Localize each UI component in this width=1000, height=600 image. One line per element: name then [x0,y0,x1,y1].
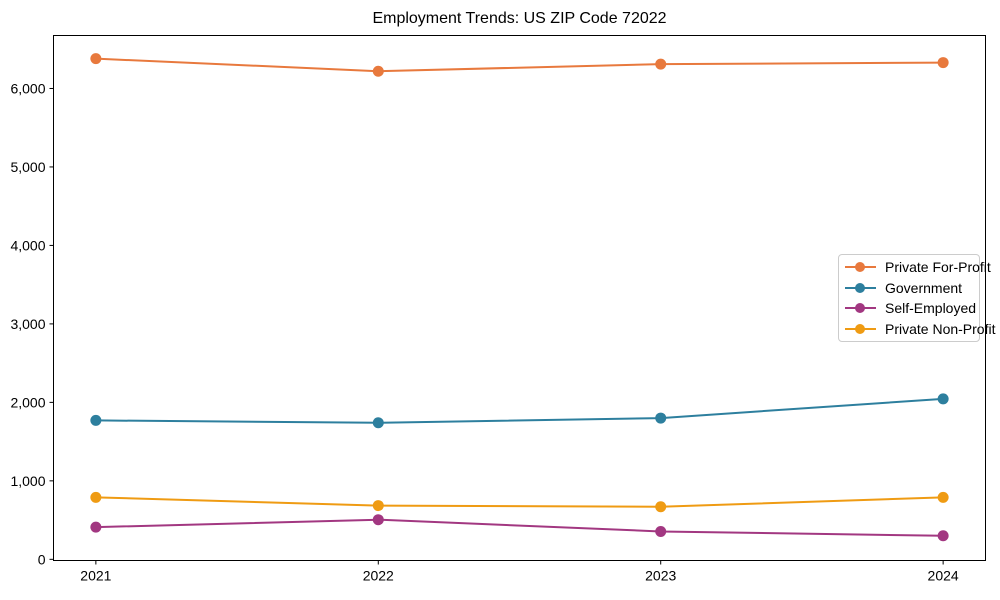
data-point-self-employed-2024 [937,530,949,542]
y-tick-label: 5,000 [10,159,45,175]
data-point-private-for-profit-2021 [90,53,102,65]
legend: Private For-Profit Government Self-Employe… [838,254,995,342]
y-tick-label: 0 [38,551,46,567]
x-tick-label: 2021 [80,568,111,584]
series-line-private-non-profit [95,496,944,508]
legend-marker-icon [845,261,876,273]
data-point-government-2021 [90,414,102,426]
legend-marker-icon [845,323,876,335]
data-point-government-2023 [655,412,667,424]
data-point-private-for-profit-2024 [937,57,949,69]
legend-marker-icon [845,302,876,314]
legend-item-private-non-profit: Private Non-Profit [845,319,995,339]
plot-border [53,35,986,561]
data-point-government-2024 [937,393,949,405]
x-tick-label: 2023 [645,568,676,584]
chart-title: Employment Trends: US ZIP Code 72022 [372,10,667,27]
legend-item-self-employed: Self-Employed [845,298,979,318]
data-point-private-for-profit-2022 [372,65,384,77]
data-point-self-employed-2023 [655,525,667,537]
data-point-private-non-profit-2022 [372,500,384,512]
legend-dot-icon [855,323,865,334]
y-tick-label: 4,000 [10,237,45,253]
data-point-private-for-profit-2023 [655,58,667,70]
y-tick-label: 3,000 [10,316,45,332]
legend-label: Private For-Profit [885,259,991,276]
data-point-private-non-profit-2024 [937,491,949,503]
x-tick-label: 2024 [928,568,959,584]
legend-dot-icon [855,262,865,273]
data-point-private-non-profit-2021 [90,491,102,503]
y-tick-label: 2,000 [10,394,45,410]
legend-dot-icon [855,303,865,314]
legend-label: Private Non-Profit [885,320,996,337]
x-tick-label: 2022 [363,568,394,584]
y-tick-label: 1,000 [10,473,45,489]
y-tick-label: 6,000 [10,80,45,96]
legend-item-private-for-profit: Private For-Profit [845,257,991,277]
data-point-private-non-profit-2023 [655,501,667,513]
series-line-private-for-profit [95,57,944,73]
data-point-self-employed-2021 [90,521,102,533]
data-point-government-2022 [372,417,384,429]
legend-label: Government [885,279,963,296]
legend-label: Self-Employed [885,300,977,317]
data-point-self-employed-2022 [372,514,384,526]
series-line-government [95,397,944,424]
legend-marker-icon [845,282,876,294]
legend-item-government: Government [845,278,979,298]
legend-dot-icon [855,282,865,293]
series-line-self-employed [95,518,944,537]
